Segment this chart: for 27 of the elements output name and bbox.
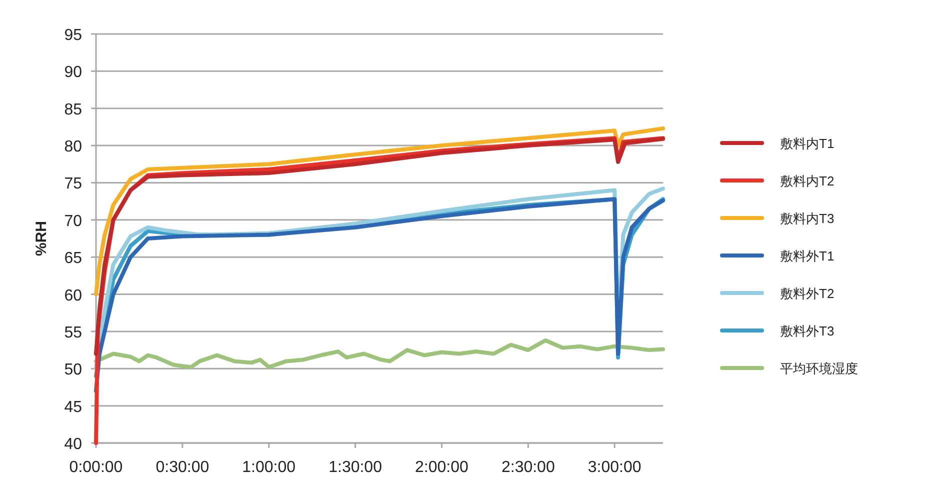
x-tick-label: 0:00:00 xyxy=(69,459,123,476)
y-tick-label: 75 xyxy=(64,176,82,193)
y-tick-label: 45 xyxy=(64,398,82,416)
legend-label: 敷料内T3 xyxy=(780,211,834,226)
y-tick-label: 70 xyxy=(64,212,82,230)
y-tick-label: 95 xyxy=(64,27,82,44)
x-tick-label: 2:30:00 xyxy=(501,459,555,476)
x-tick-label: 1:00:00 xyxy=(242,459,296,476)
legend-label: 平均环境湿度 xyxy=(780,361,858,376)
x-tick-label: 1:30:00 xyxy=(328,459,382,476)
y-tick-label: 90 xyxy=(64,64,82,82)
y-tick-label: 85 xyxy=(64,101,82,118)
legend-label: 敷料外T1 xyxy=(780,248,834,264)
y-tick-label: 65 xyxy=(64,250,82,268)
legend-label: 敷料外T2 xyxy=(780,286,834,301)
y-tick-label: 40 xyxy=(64,436,82,453)
y-axis-title: %RH xyxy=(33,220,50,256)
y-tick-label: 50 xyxy=(64,362,82,379)
y-tick-label: 55 xyxy=(64,324,82,342)
y-tick-label: 60 xyxy=(64,287,82,304)
legend-label: 敷料外T3 xyxy=(780,324,834,338)
y-tick-label: 80 xyxy=(64,138,82,156)
legend-label: 敷料内T1 xyxy=(780,136,834,151)
x-tick-label: 3:00:00 xyxy=(588,459,642,476)
x-tick-label: 0:30:00 xyxy=(156,459,210,476)
x-tick-label: 2:00:00 xyxy=(415,459,469,476)
legend-label: 敷料内T2 xyxy=(780,174,834,188)
